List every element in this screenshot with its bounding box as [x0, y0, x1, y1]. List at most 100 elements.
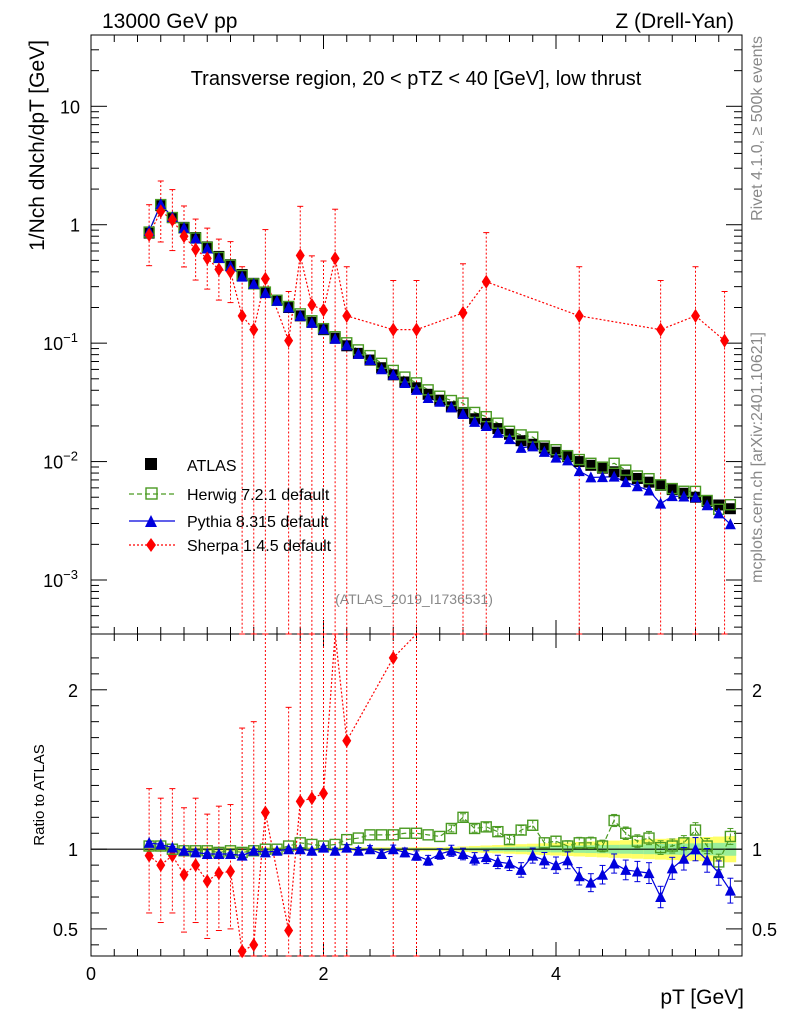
legend-label-pythia: Pythia 8.315 default [187, 514, 329, 531]
pythia-point [492, 426, 504, 438]
pythia-point [724, 518, 736, 530]
pythia-ratio-point [701, 854, 713, 866]
pythia-point [155, 198, 167, 210]
pythia-point [236, 270, 248, 282]
pythia-point [620, 476, 632, 488]
pythia-ratio-point [515, 863, 527, 875]
pythia-point [643, 484, 655, 496]
legend-marker-sherpa [146, 538, 156, 552]
sherpa-point [167, 212, 177, 227]
x-tick-label: 0 [86, 964, 96, 984]
sherpa-point [226, 264, 235, 279]
herwig-ratio-point [492, 825, 504, 838]
pythia-ratio-point [620, 863, 632, 875]
herwig-point [724, 499, 737, 511]
pythia-ratio-point [666, 862, 678, 874]
sherpa-ratio-point [144, 848, 154, 863]
ratio-tick-label-right: 1 [752, 840, 762, 860]
pythia-point [283, 301, 295, 313]
pythia-ratio-point [213, 847, 225, 859]
pythia-point [504, 433, 515, 445]
pythia-ratio-point [422, 854, 434, 866]
sherpa-ratio-point [295, 794, 305, 809]
sherpa-ratio-point [284, 923, 294, 938]
herwig-ratio-point [445, 822, 458, 835]
pythia-ratio-point [201, 847, 213, 859]
legend-label-herwig: Herwig 7.2.1 default [187, 487, 330, 504]
herwig-ratio-point [422, 829, 434, 841]
herwig-ratio-point [620, 827, 632, 839]
pythia-point [597, 471, 608, 483]
pythia-ratio-point [352, 844, 364, 856]
pythia-ratio-point [457, 847, 469, 859]
herwig-ratio-point [480, 821, 492, 833]
herwig-point [643, 472, 655, 485]
pythia-point [271, 294, 283, 306]
pythia-point [527, 440, 539, 452]
sherpa-ratio-point [388, 650, 398, 665]
energy-label: 13000 GeV pp [102, 10, 237, 33]
sherpa-point [156, 204, 166, 219]
pythia-ratio-point [504, 857, 515, 869]
ratio-tick-label-right: 0.5 [752, 920, 777, 940]
pythia-ratio-point [259, 846, 271, 858]
pythia-point [678, 490, 690, 502]
herwig-ratio-point [631, 835, 644, 847]
herwig-ratio-point [434, 830, 446, 843]
pythia-point [399, 377, 411, 389]
herwig-ratio-point [608, 814, 620, 827]
pythia-ratio-point [690, 843, 701, 855]
sherpa-point [342, 308, 352, 323]
pythia-point [352, 347, 364, 359]
pythia-point [585, 471, 597, 483]
pythia-point [318, 323, 329, 335]
herwig-point [585, 457, 597, 469]
pythia-point [538, 445, 550, 457]
herwig-ratio-point [375, 829, 388, 841]
pythia-ratio-point [376, 847, 388, 859]
pythia-ratio-point [608, 857, 620, 869]
atlas-point [631, 472, 643, 484]
sherpa-point [481, 274, 491, 289]
herwig-ratio-point [352, 832, 365, 844]
ratio-tick-label: 0.5 [53, 920, 78, 940]
sherpa-ratio-point [237, 944, 247, 959]
pythia-ratio-point [411, 849, 422, 861]
herwig-point [620, 464, 632, 476]
pythia-ratio-point [190, 846, 202, 858]
herwig-ratio-point [666, 840, 678, 852]
pythia-point [387, 368, 399, 380]
pythia-ratio-point [364, 843, 376, 855]
pythia-ratio-point [480, 851, 492, 863]
sherpa-point [388, 322, 398, 337]
sherpa-point [191, 242, 201, 257]
sherpa-point [307, 297, 317, 312]
sherpa-point [720, 333, 730, 348]
pythia-ratio-point [445, 844, 457, 856]
pythia-ratio-point [597, 868, 608, 880]
herwig-ratio-point [457, 811, 469, 824]
sherpa-point [202, 251, 212, 266]
pythia-ratio-point [294, 843, 306, 855]
pythia-ratio-point [724, 884, 736, 896]
pythia-ratio-point [527, 849, 539, 861]
herwig-ratio-point [689, 824, 702, 836]
herwig-ratio-point [643, 832, 655, 844]
atlas-point [643, 476, 655, 488]
y-tick-label: 10−1 [43, 330, 78, 354]
herwig-ratio-point [573, 837, 585, 849]
sherpa-point [249, 322, 259, 337]
atlas-point [666, 484, 678, 496]
pythia-ratio-point [306, 844, 318, 856]
legend-label-sherpa: Sherpa 1.4.5 default [187, 538, 332, 555]
pythia-point [376, 363, 388, 375]
pythia-point [550, 451, 562, 463]
pythia-point [306, 316, 318, 328]
sherpa-point [237, 308, 247, 323]
sherpa-ratio-point [319, 786, 328, 801]
ratio-tick-label: 1 [68, 840, 78, 860]
pythia-point [178, 221, 190, 233]
herwig-ratio-point [387, 829, 399, 841]
sherpa-ratio-point [179, 867, 189, 882]
pythia-ratio-point [399, 846, 411, 858]
